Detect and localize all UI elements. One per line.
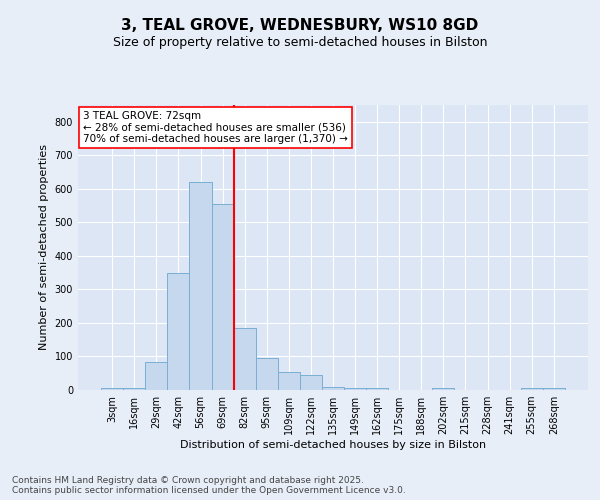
Bar xyxy=(167,272,190,390)
Y-axis label: Number of semi-detached properties: Number of semi-detached properties xyxy=(39,144,49,350)
Text: 3 TEAL GROVE: 72sqm
← 28% of semi-detached houses are smaller (536)
70% of semi-: 3 TEAL GROVE: 72sqm ← 28% of semi-detach… xyxy=(83,110,348,144)
Bar xyxy=(233,328,256,390)
Bar xyxy=(145,362,167,390)
Bar xyxy=(344,388,366,390)
Text: Contains HM Land Registry data © Crown copyright and database right 2025.
Contai: Contains HM Land Registry data © Crown c… xyxy=(12,476,406,495)
Bar xyxy=(256,358,278,390)
Bar xyxy=(300,375,322,390)
Bar xyxy=(322,386,344,390)
Bar xyxy=(521,388,543,390)
Bar xyxy=(101,388,123,390)
Bar xyxy=(212,204,233,390)
Bar xyxy=(278,372,300,390)
Text: Size of property relative to semi-detached houses in Bilston: Size of property relative to semi-detach… xyxy=(113,36,487,49)
Bar xyxy=(543,388,565,390)
Bar xyxy=(190,182,212,390)
X-axis label: Distribution of semi-detached houses by size in Bilston: Distribution of semi-detached houses by … xyxy=(180,440,486,450)
Text: 3, TEAL GROVE, WEDNESBURY, WS10 8GD: 3, TEAL GROVE, WEDNESBURY, WS10 8GD xyxy=(121,18,479,32)
Bar xyxy=(123,388,145,390)
Bar xyxy=(366,388,388,390)
Bar xyxy=(433,388,454,390)
